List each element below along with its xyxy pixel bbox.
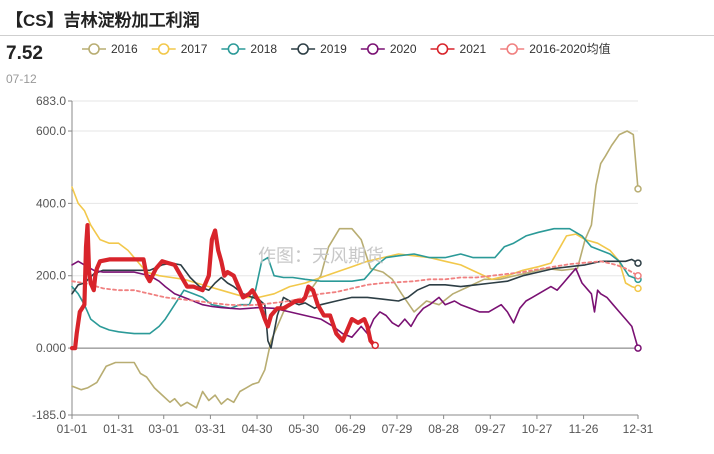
legend-item[interactable]: 2018 <box>221 42 277 56</box>
series-line-2021 <box>69 223 378 351</box>
x-tick-label: 10-27 <box>522 422 553 436</box>
y-tick-label: 683.0 <box>36 94 66 108</box>
x-tick-label: 05-30 <box>288 422 319 436</box>
legend-label: 2018 <box>250 42 277 56</box>
legend-swatch-marker <box>88 43 100 55</box>
legend-label: 2016-2020均值 <box>529 41 610 56</box>
y-tick-label: 600.0 <box>36 124 66 138</box>
series-end-marker <box>371 341 379 350</box>
legend-label: 2017 <box>181 42 208 56</box>
x-tick-label: 01-01 <box>57 422 88 436</box>
latest-date: 07-12 <box>6 72 37 86</box>
x-tick-label: 08-28 <box>428 422 459 436</box>
series-end-marker <box>634 271 642 280</box>
chart-legend[interactable]: 2016 2017 2018 2019 2020 2021 2016-2020均值 <box>82 41 611 56</box>
y-tick-label: -185.0 <box>32 408 66 422</box>
legend-item[interactable]: 2020 <box>360 42 417 56</box>
x-tick-label: 01-31 <box>103 422 134 436</box>
legend-item[interactable]: 2017 <box>151 42 208 56</box>
x-tick-label: 03-31 <box>195 422 226 436</box>
x-tick-label: 09-27 <box>475 422 506 436</box>
series-end-marker <box>634 284 642 293</box>
legend-item[interactable]: 2016-2020均值 <box>500 41 611 56</box>
x-tick-label: 11-26 <box>569 422 599 436</box>
series-end-marker <box>634 259 642 267</box>
y-tick-label: 400.0 <box>36 196 66 210</box>
legend-label: 2021 <box>460 42 487 56</box>
title-divider <box>0 35 714 36</box>
y-tick-label: 0.000 <box>36 341 66 355</box>
page-title: 【CS】吉林淀粉加工利润 <box>6 11 200 30</box>
watermark: 作图：天风期货 <box>258 246 384 267</box>
x-tick-label: 12-31 <box>623 422 654 436</box>
x-tick-label: 03-01 <box>148 422 179 436</box>
series-line-2016-2020均值 <box>71 260 639 307</box>
x-tick-label: 06-29 <box>335 422 366 436</box>
series-end-marker <box>634 344 642 352</box>
x-tick-label: 04-30 <box>242 422 273 436</box>
chart-series <box>69 130 642 409</box>
legend-label: 2020 <box>390 42 417 56</box>
latest-value: 7.52 <box>6 43 43 64</box>
legend-swatch-marker <box>157 43 170 55</box>
legend-item[interactable]: 2016 <box>82 42 138 56</box>
chart-axes: 683.0 600.0 400.0 200.0 0.000 -185.001-01 01-3… <box>32 94 654 436</box>
legend-swatch-marker <box>367 43 379 55</box>
legend-item[interactable]: 2021 <box>430 42 487 56</box>
legend-swatch-marker <box>436 43 449 55</box>
legend-swatch-marker <box>297 43 309 55</box>
legend-swatch-marker <box>506 43 519 55</box>
x-tick-label: 07-29 <box>382 422 413 436</box>
legend-swatch-marker <box>227 43 240 55</box>
y-tick-label: 200.0 <box>36 269 66 283</box>
legend-label: 2019 <box>320 42 347 56</box>
series-line-2018 <box>71 227 639 335</box>
series-end-marker <box>634 185 642 193</box>
legend-label: 2016 <box>111 42 138 56</box>
legend-item[interactable]: 2019 <box>291 42 347 56</box>
